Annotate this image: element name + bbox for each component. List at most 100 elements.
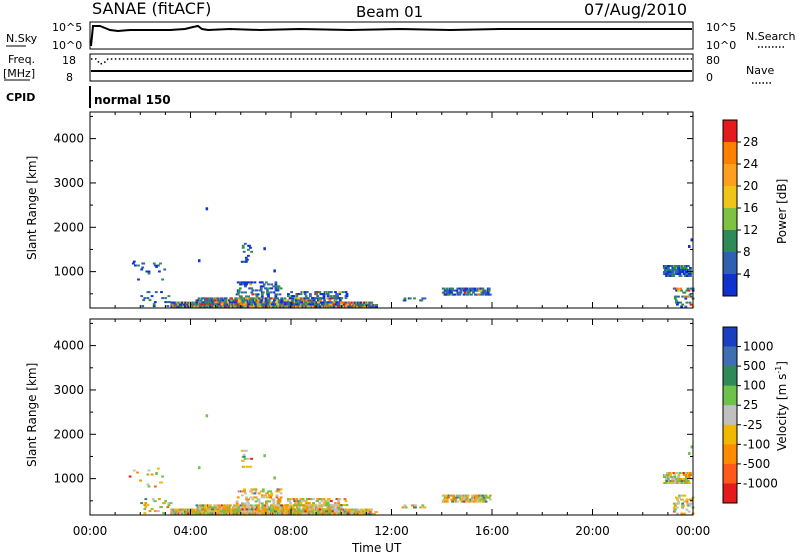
velocity-cell: [293, 504, 297, 507]
velocity-cell: [140, 502, 144, 505]
power-cell: [368, 306, 372, 308]
velocity-cell: [245, 496, 248, 499]
velocity-cell: [682, 480, 686, 482]
velocity-cell: [683, 482, 687, 484]
power-cell: [244, 297, 248, 300]
velocity-cell: [261, 504, 265, 507]
velocity-cell: [147, 485, 151, 488]
power-cell: [334, 299, 338, 302]
velocity-cell: [198, 466, 201, 470]
velocity-cell: [456, 500, 460, 503]
cpid-row: CPID normal 150: [6, 86, 171, 108]
velocity-cell: [443, 500, 447, 503]
velocity-cell: [260, 502, 264, 505]
power-cell: [279, 287, 283, 290]
power-cell: [233, 299, 236, 302]
velocity-cell: [465, 496, 469, 499]
power-cell: [300, 301, 303, 304]
velocity-cell: [291, 506, 295, 509]
x-axis-label: Time UT: [351, 541, 402, 554]
velocity-cell: [187, 512, 190, 515]
velocity-cell: [345, 504, 349, 507]
power-cell: [258, 303, 262, 306]
velocity-cell: [295, 504, 299, 507]
velocity-cell: [275, 496, 279, 499]
freq-left-tick-bottom: 8: [66, 71, 73, 84]
power-cell: [326, 295, 330, 298]
power-cell: [488, 293, 492, 296]
velocity-cell: [259, 490, 263, 493]
power-colorbar-segment: [723, 230, 737, 253]
velocity-cell: [344, 500, 348, 503]
power-cell: [673, 297, 677, 300]
velocity-cell: [365, 513, 369, 515]
power-cell: [250, 291, 254, 294]
velocity-cell: [454, 500, 458, 503]
velocity-cell: [678, 496, 681, 499]
velocity-cell: [461, 496, 465, 499]
power-cell: [249, 283, 253, 286]
velocity-cell: [326, 500, 330, 503]
power-cell: [676, 269, 680, 271]
velocity-colorbar-label: Velocity [m s-1]: [774, 361, 789, 451]
velocity-cell: [254, 496, 258, 499]
velocity-cell: [224, 506, 228, 509]
velocity-cell: [214, 506, 218, 509]
power-cell: [677, 265, 681, 267]
velocity-cell: [268, 506, 272, 509]
power-cell: [667, 275, 670, 277]
power-cell: [676, 287, 679, 290]
velocity-cell: [322, 510, 325, 513]
power-cell: [291, 297, 295, 300]
velocity-cell: [311, 506, 315, 509]
velocity-cell: [687, 502, 691, 505]
power-cell: [260, 281, 264, 284]
power-cell: [295, 299, 298, 302]
velocity-cell: [245, 508, 249, 511]
power-cell: [327, 291, 331, 294]
velocity-cell: [246, 504, 250, 507]
velocity-cell: [327, 498, 331, 501]
velocity-cell: [249, 465, 252, 468]
power-cell: [152, 305, 156, 308]
velocity-cell: [244, 510, 248, 513]
power-cell: [223, 301, 227, 304]
velocity-cell: [270, 504, 274, 507]
velocity-cell: [244, 492, 247, 495]
power-cell: [272, 291, 276, 294]
velocity-cell: [284, 504, 288, 507]
power-cell: [206, 297, 209, 300]
velocity-cell: [269, 510, 273, 513]
power-cell: [679, 275, 683, 277]
velocity-cell: [265, 504, 269, 507]
velocity-cell: [681, 506, 685, 509]
power-cell: [335, 293, 338, 296]
power-cell: [305, 291, 309, 294]
velocity-cell: [241, 494, 244, 497]
power-cell: [684, 305, 688, 308]
velocity-cell: [277, 506, 280, 509]
power-cell: [303, 291, 307, 294]
velocity-cell: [677, 476, 681, 478]
noise-right-tick-bottom: 10^0: [706, 39, 736, 52]
velocity-cell: [335, 504, 338, 507]
power-cell: [666, 269, 669, 271]
velocity-cell: [325, 510, 329, 513]
velocity-cell: [249, 496, 253, 499]
velocity-cell: [293, 508, 297, 511]
velocity-cell: [257, 506, 261, 509]
velocity-cell: [263, 454, 266, 458]
power-cell: [326, 303, 330, 306]
power-cell: [226, 301, 230, 304]
velocity-cell: [264, 494, 267, 497]
power-cell: [328, 303, 332, 306]
power-cell: [256, 293, 260, 296]
power-cell: [292, 295, 296, 298]
velocity-cell: [278, 498, 282, 501]
power-cell: [367, 304, 371, 306]
power-cell: [248, 301, 252, 304]
power-cell: [332, 303, 336, 306]
power-cell: [243, 303, 247, 306]
power-cell: [685, 301, 689, 304]
